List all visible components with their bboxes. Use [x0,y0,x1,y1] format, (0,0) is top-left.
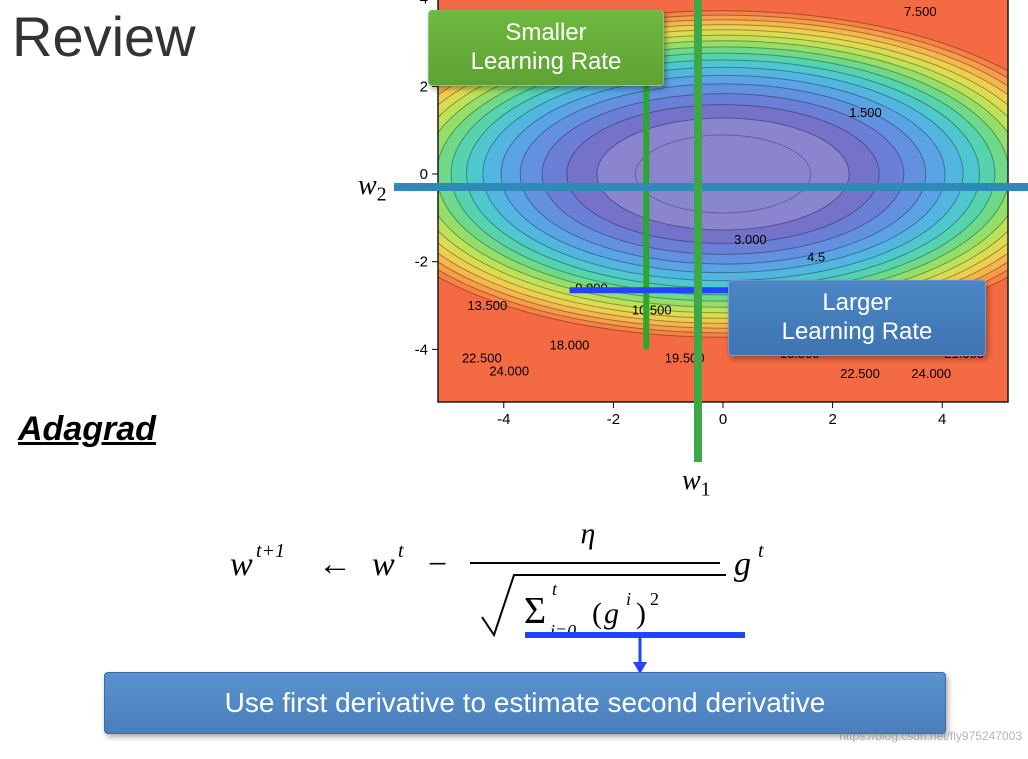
axis-label-w2: w2 [358,170,386,207]
svg-text:η: η [581,517,596,550]
svg-text:7.500: 7.500 [904,4,937,19]
svg-text:-4: -4 [497,411,510,428]
svg-text:t: t [398,540,404,562]
svg-text:t+1: t+1 [256,540,285,562]
svg-text:18.000: 18.000 [550,337,590,352]
svg-text:0: 0 [719,411,727,428]
crosshair-horizontal [394,183,1028,191]
page-title: Review [12,4,196,69]
svg-text:4: 4 [420,0,428,8]
svg-text:←: ← [318,546,352,583]
svg-text:w: w [230,546,253,583]
svg-text:-2: -2 [607,411,620,428]
svg-text:Σ: Σ [524,590,546,632]
svg-text:22.500: 22.500 [840,366,880,381]
svg-text:w: w [372,546,395,583]
svg-text:-4: -4 [415,341,428,358]
svg-text:g: g [734,546,751,583]
svg-text:4: 4 [938,411,946,428]
svg-text:-2: -2 [415,254,428,271]
callout-larger-lr: LargerLearning Rate [728,280,986,356]
adagrad-formula: w t+1 ← w t − η Σ t i=0 ( g [200,505,840,645]
axis-label-w1: w1 [682,465,710,502]
svg-text:24.000: 24.000 [911,366,951,381]
svg-text:i=0: i=0 [550,621,576,641]
svg-text:−: − [428,546,447,583]
svg-text:3.000: 3.000 [734,232,767,247]
svg-text:24.000: 24.000 [489,364,529,379]
callout-smaller-lr: SmallerLearning Rate [428,10,664,86]
svg-text:1.500: 1.500 [849,105,882,120]
svg-text:0: 0 [420,166,428,183]
crosshair-vertical [694,0,702,462]
svg-text:g: g [604,597,619,630]
svg-text:): ) [636,597,646,630]
svg-text:t: t [758,540,764,562]
svg-text:(: ( [592,597,602,630]
bottom-note: Use first derivative to estimate second … [104,672,946,734]
svg-text:i: i [626,589,631,609]
svg-text:2: 2 [420,78,428,95]
svg-text:10.500: 10.500 [632,302,672,317]
svg-text:13.500: 13.500 [467,298,507,313]
svg-text:2: 2 [650,589,659,609]
section-adagrad: Adagrad [18,410,156,449]
svg-text:4.5: 4.5 [807,250,825,265]
svg-text:t: t [552,579,558,599]
svg-text:2: 2 [828,411,836,428]
watermark: https://blog.csdn.net/fly975247003 [839,729,1022,743]
